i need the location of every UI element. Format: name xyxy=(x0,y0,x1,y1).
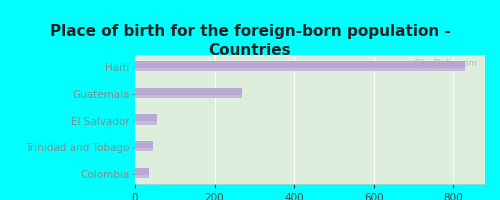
Bar xyxy=(135,168,149,175)
Bar xyxy=(135,88,242,95)
Bar xyxy=(135,141,153,149)
Bar xyxy=(135,175,149,178)
Bar xyxy=(135,95,242,98)
Bar xyxy=(135,68,465,71)
Bar xyxy=(135,121,157,125)
Bar xyxy=(135,148,153,151)
Text: City-Data.com: City-Data.com xyxy=(414,59,478,68)
Text: Place of birth for the foreign-born population -
Countries: Place of birth for the foreign-born popu… xyxy=(50,24,450,58)
Bar xyxy=(135,114,157,122)
Bar xyxy=(135,61,465,68)
